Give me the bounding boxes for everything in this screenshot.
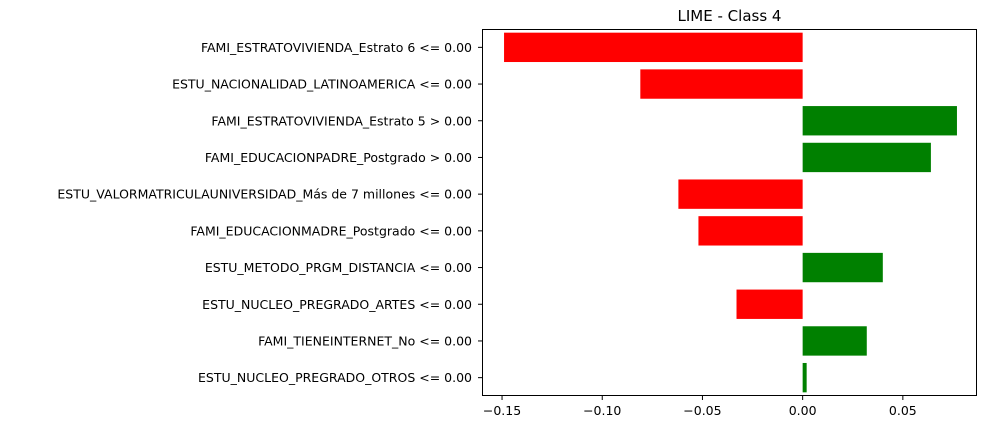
bar bbox=[698, 216, 803, 246]
x-tick-label: −0.10 bbox=[583, 403, 621, 418]
x-axis: −0.15 −0.10 −0.05 0.00 0.05 bbox=[483, 396, 917, 418]
x-tick-label: 0.00 bbox=[789, 403, 817, 418]
y-tick-label: FAMI_TIENEINTERNET_No <= 0.00 bbox=[258, 333, 472, 348]
chart-title: LIME - Class 4 bbox=[678, 7, 782, 25]
bar bbox=[736, 289, 803, 319]
bar bbox=[802, 252, 883, 283]
bar bbox=[802, 106, 957, 136]
x-tick-label: −0.15 bbox=[483, 403, 521, 418]
bar bbox=[802, 362, 807, 393]
y-tick-label: FAMI_ESTRATOVIVIENDA_Estrato 6 <= 0.00 bbox=[201, 40, 472, 55]
bar bbox=[802, 142, 931, 173]
y-tick-label: ESTU_NUCLEO_PREGRADO_ARTES <= 0.00 bbox=[202, 297, 472, 312]
y-tick-label: ESTU_METODO_PRGM_DISTANCIA <= 0.00 bbox=[205, 260, 472, 275]
bars-layer bbox=[504, 32, 957, 393]
bar bbox=[504, 32, 803, 63]
y-tick-label: FAMI_ESTRATOVIVIENDA_Estrato 5 > 0.00 bbox=[211, 113, 472, 128]
bar bbox=[640, 69, 803, 99]
y-axis-labels: FAMI_ESTRATOVIVIENDA_Estrato 6 <= 0.00 ES… bbox=[57, 40, 482, 385]
plot-frame bbox=[482, 29, 977, 396]
bar bbox=[678, 179, 803, 209]
bar bbox=[802, 326, 867, 356]
y-tick-label: FAMI_EDUCACIONMADRE_Postgrado <= 0.00 bbox=[190, 223, 472, 238]
y-tick-label: FAMI_EDUCACIONPADRE_Postgrado > 0.00 bbox=[205, 150, 472, 165]
y-tick-label: ESTU_VALORMATRICULAUNIVERSIDAD_Más de 7 … bbox=[57, 187, 472, 202]
y-tick-label: ESTU_NACIONALIDAD_LATINOAMERICA <= 0.00 bbox=[172, 77, 472, 92]
y-tick-label: ESTU_NUCLEO_PREGRADO_OTROS <= 0.00 bbox=[198, 370, 472, 385]
x-tick-label: 0.05 bbox=[889, 403, 917, 418]
x-tick-label: −0.05 bbox=[683, 403, 721, 418]
